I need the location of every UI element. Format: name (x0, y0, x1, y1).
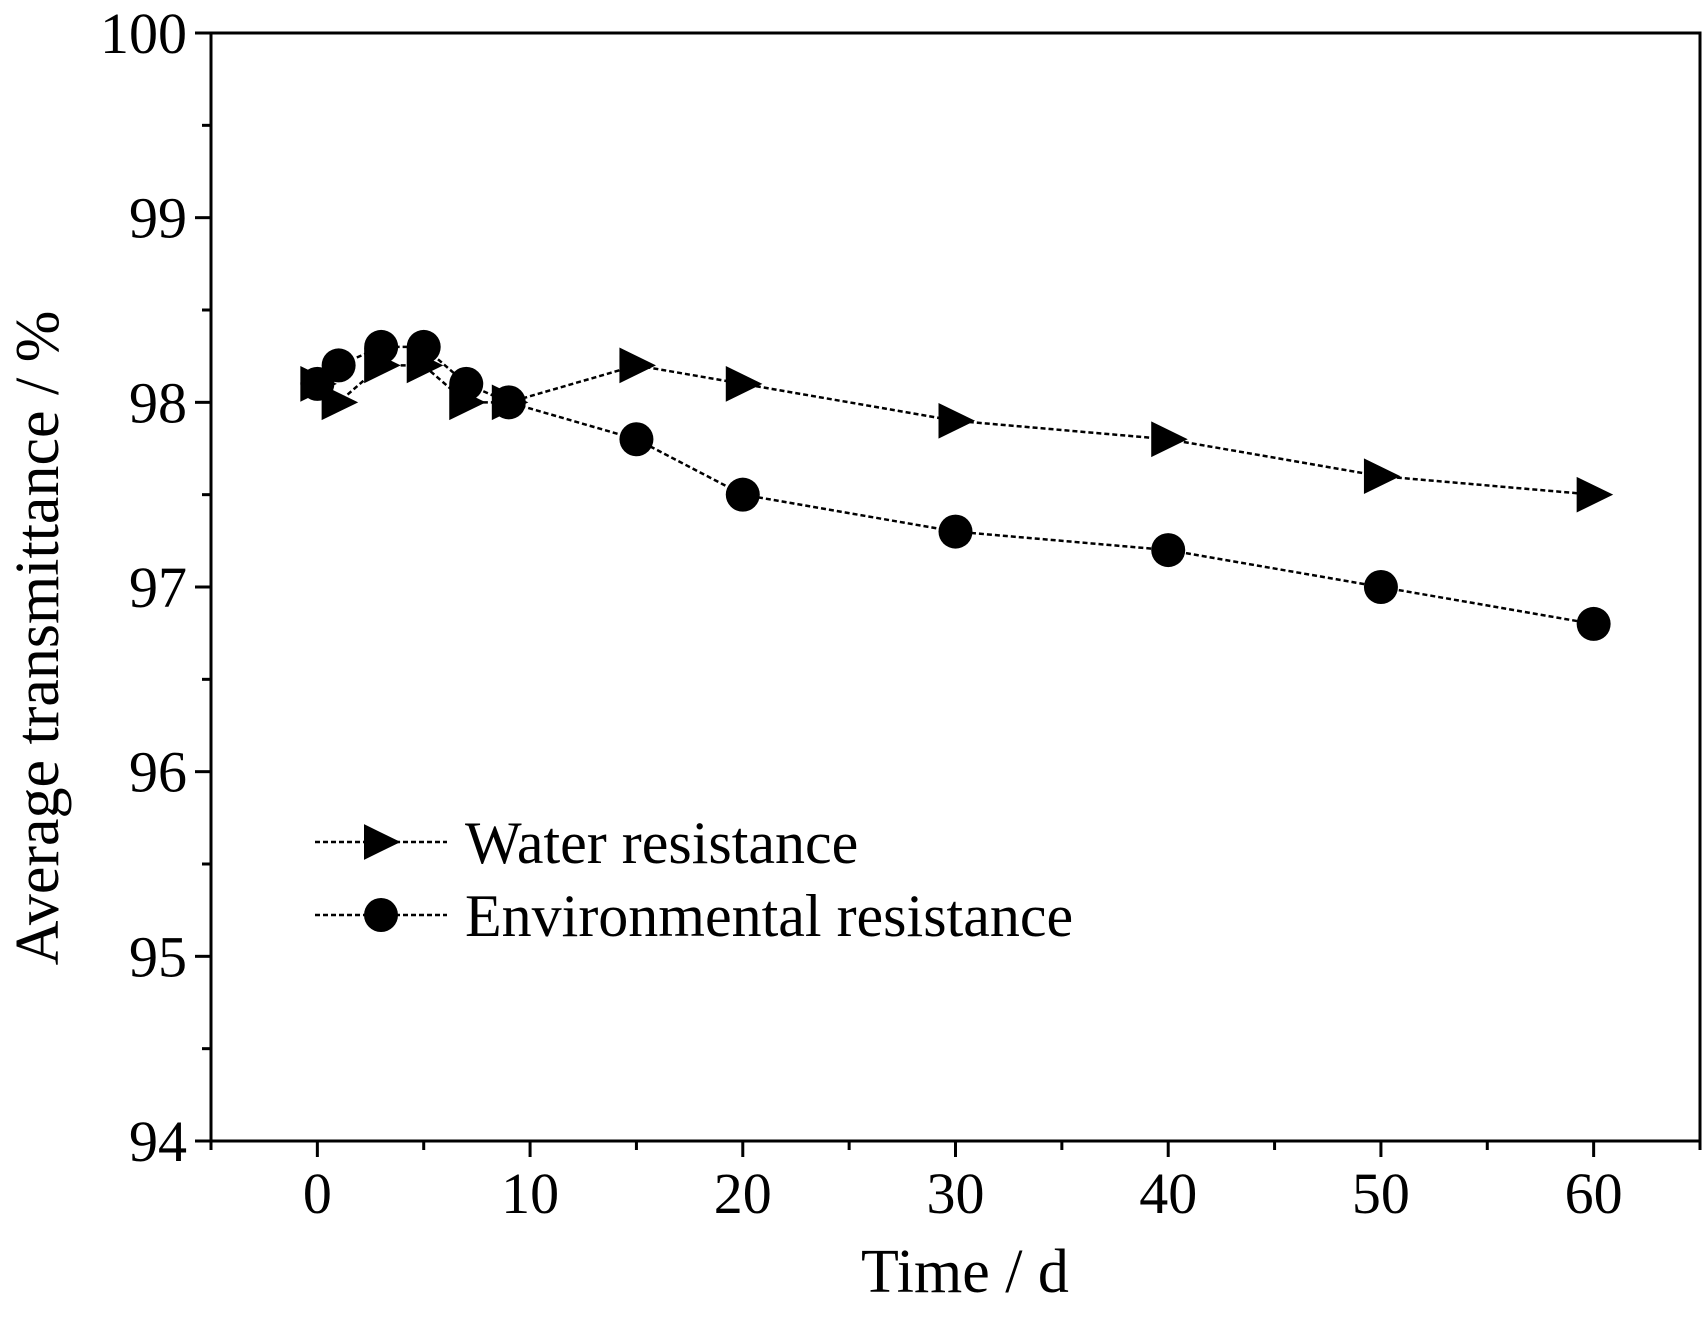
data-point (364, 329, 399, 364)
data-point (1151, 533, 1186, 568)
x-tick-label: 40 (1139, 1161, 1197, 1226)
data-point (491, 385, 526, 420)
x-tick-label: 20 (714, 1161, 772, 1226)
legend-item: Environmental resistance (315, 883, 1073, 949)
data-point (1363, 458, 1401, 495)
series-environmental-resistance (300, 329, 1611, 641)
legend: Water resistance Environmental resistance (315, 810, 1073, 949)
data-point (619, 422, 654, 457)
data-point (1363, 570, 1398, 604)
data-point (725, 366, 763, 402)
x-tick-label: 10 (501, 1161, 559, 1226)
x-tick-label: 0 (303, 1161, 332, 1226)
legend-label: Water resistance (465, 810, 858, 876)
y-tick-label: 98 (129, 370, 187, 435)
x-tick-label: 50 (1352, 1161, 1410, 1226)
data-point (449, 366, 484, 401)
data-point (938, 514, 973, 549)
legend-item: Water resistance (315, 810, 858, 876)
axis-ticks (195, 31, 1702, 1157)
data-point (619, 347, 656, 384)
plot-frame (209, 31, 1702, 1143)
tick-labels: 0 10 20 30 40 50 60 94 95 96 97 98 99 100 (100, 1, 1623, 1226)
x-tick-label: 30 (927, 1161, 985, 1226)
y-tick-label: 96 (129, 740, 187, 805)
legend-marker (364, 898, 398, 932)
x-axis-title: Time / d (861, 1238, 1069, 1306)
series-layer (300, 329, 1614, 641)
legend-label: Environmental resistance (465, 883, 1073, 949)
data-point (938, 402, 976, 439)
y-tick-label: 100 (100, 1, 187, 66)
legend-marker (364, 824, 401, 860)
y-tick-label: 95 (129, 924, 187, 989)
data-point (1151, 421, 1188, 458)
data-point (1576, 606, 1611, 641)
y-tick-label: 94 (129, 1109, 187, 1174)
y-axis-title: Average transmittance / % (4, 311, 72, 966)
data-point (1576, 476, 1614, 513)
data-point (321, 348, 356, 383)
series-water-resistance (300, 347, 1614, 513)
data-point (406, 329, 441, 364)
x-tick-label: 60 (1565, 1161, 1623, 1226)
data-point (725, 477, 760, 512)
y-tick-label: 99 (129, 186, 187, 251)
y-tick-label: 97 (129, 555, 187, 620)
